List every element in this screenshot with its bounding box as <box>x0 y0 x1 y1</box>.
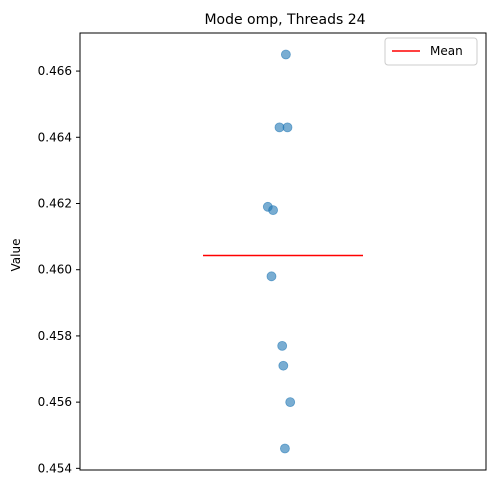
data-point <box>285 397 296 408</box>
data-point <box>280 49 291 60</box>
y-tick-label: 0.458 <box>38 329 72 343</box>
legend-mean-label: Mean <box>430 44 463 58</box>
y-tick-label: 0.454 <box>38 461 72 475</box>
data-point <box>268 205 278 216</box>
data-point <box>278 360 289 371</box>
data-point <box>282 122 293 133</box>
legend-box <box>384 37 478 66</box>
data-points <box>262 49 296 454</box>
y-axis-label: Value <box>9 239 23 272</box>
chart-title: Mode omp, Threads 24 <box>204 12 365 28</box>
y-tick-label: 0.456 <box>38 395 72 409</box>
data-point <box>280 443 290 454</box>
data-point <box>277 340 288 351</box>
plot-area <box>79 32 487 471</box>
y-axis: 0.454 0.456 0.458 0.460 0.462 0.464 0.466 <box>38 64 80 475</box>
y-tick-label: 0.462 <box>38 196 72 210</box>
data-point <box>266 271 277 282</box>
legend: Mean <box>384 37 478 66</box>
y-tick-label: 0.464 <box>38 130 72 144</box>
y-tick-label: 0.460 <box>38 263 72 277</box>
y-tick-label: 0.466 <box>38 64 72 78</box>
